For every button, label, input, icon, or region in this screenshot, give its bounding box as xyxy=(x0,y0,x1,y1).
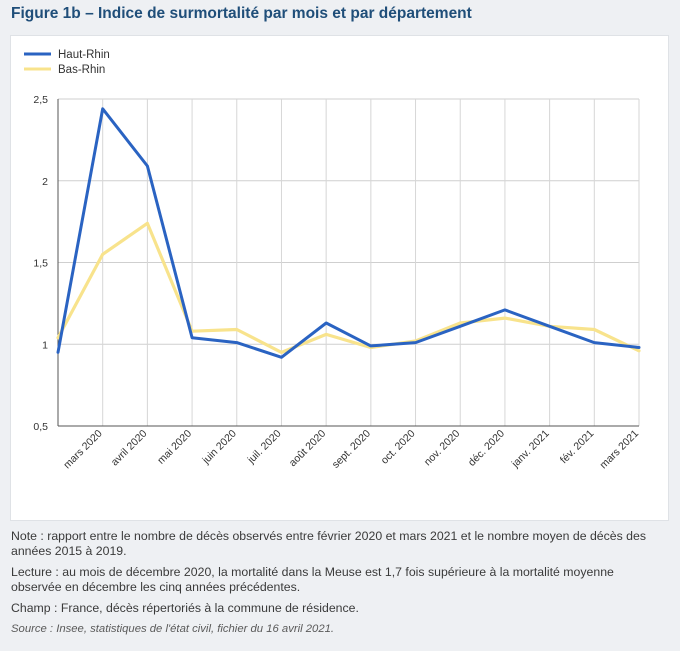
x-tick-label: sept. 2020 xyxy=(330,428,373,471)
x-tick-label: janv. 2021 xyxy=(509,428,552,471)
note-text: Note : rapport entre le nombre de décès … xyxy=(11,529,647,558)
x-tick-label: déc. 2020 xyxy=(466,428,507,469)
y-tick-label: 1 xyxy=(42,339,48,351)
legend-label: Bas-Rhin xyxy=(58,64,105,76)
legend-label: Haut-Rhin xyxy=(58,49,110,61)
y-tick-label: 2,5 xyxy=(33,94,48,106)
figure-title: Figure 1b – Indice de surmortalité par m… xyxy=(11,5,472,22)
x-tick-label: fév. 2021 xyxy=(558,428,597,467)
x-tick-label: mars 2021 xyxy=(598,428,642,472)
series-line-haut-rhin xyxy=(56,107,641,359)
x-tick-label: août 2020 xyxy=(287,428,329,470)
x-tick-label: mars 2020 xyxy=(61,428,105,472)
x-tick-label: nov. 2020 xyxy=(422,428,463,469)
champ-text: Champ : France, décès répertoriés à la c… xyxy=(11,601,359,615)
y-tick-label: 0,5 xyxy=(33,421,48,433)
y-tick-label: 1,5 xyxy=(33,258,48,270)
x-tick-label: avril 2020 xyxy=(109,428,150,469)
source-text: Source : Insee, statistiques de l'état c… xyxy=(11,623,335,635)
x-tick-label: juin 2020 xyxy=(200,428,239,467)
y-tick-label: 2 xyxy=(42,176,48,188)
lecture-text: Lecture : au mois de décembre 2020, la m… xyxy=(11,565,614,594)
x-tick-label: mai 2020 xyxy=(155,428,194,467)
chart-container: 0,5 1 1,5 2 2,5 mars 2020 avril 2020 mai 2020 ju… xyxy=(10,35,669,521)
notes-section: Note : rapport entre le nombre de décès … xyxy=(11,529,661,643)
x-tick-label: oct. 2020 xyxy=(379,428,418,467)
x-tick-label: juil. 2020 xyxy=(245,428,284,467)
